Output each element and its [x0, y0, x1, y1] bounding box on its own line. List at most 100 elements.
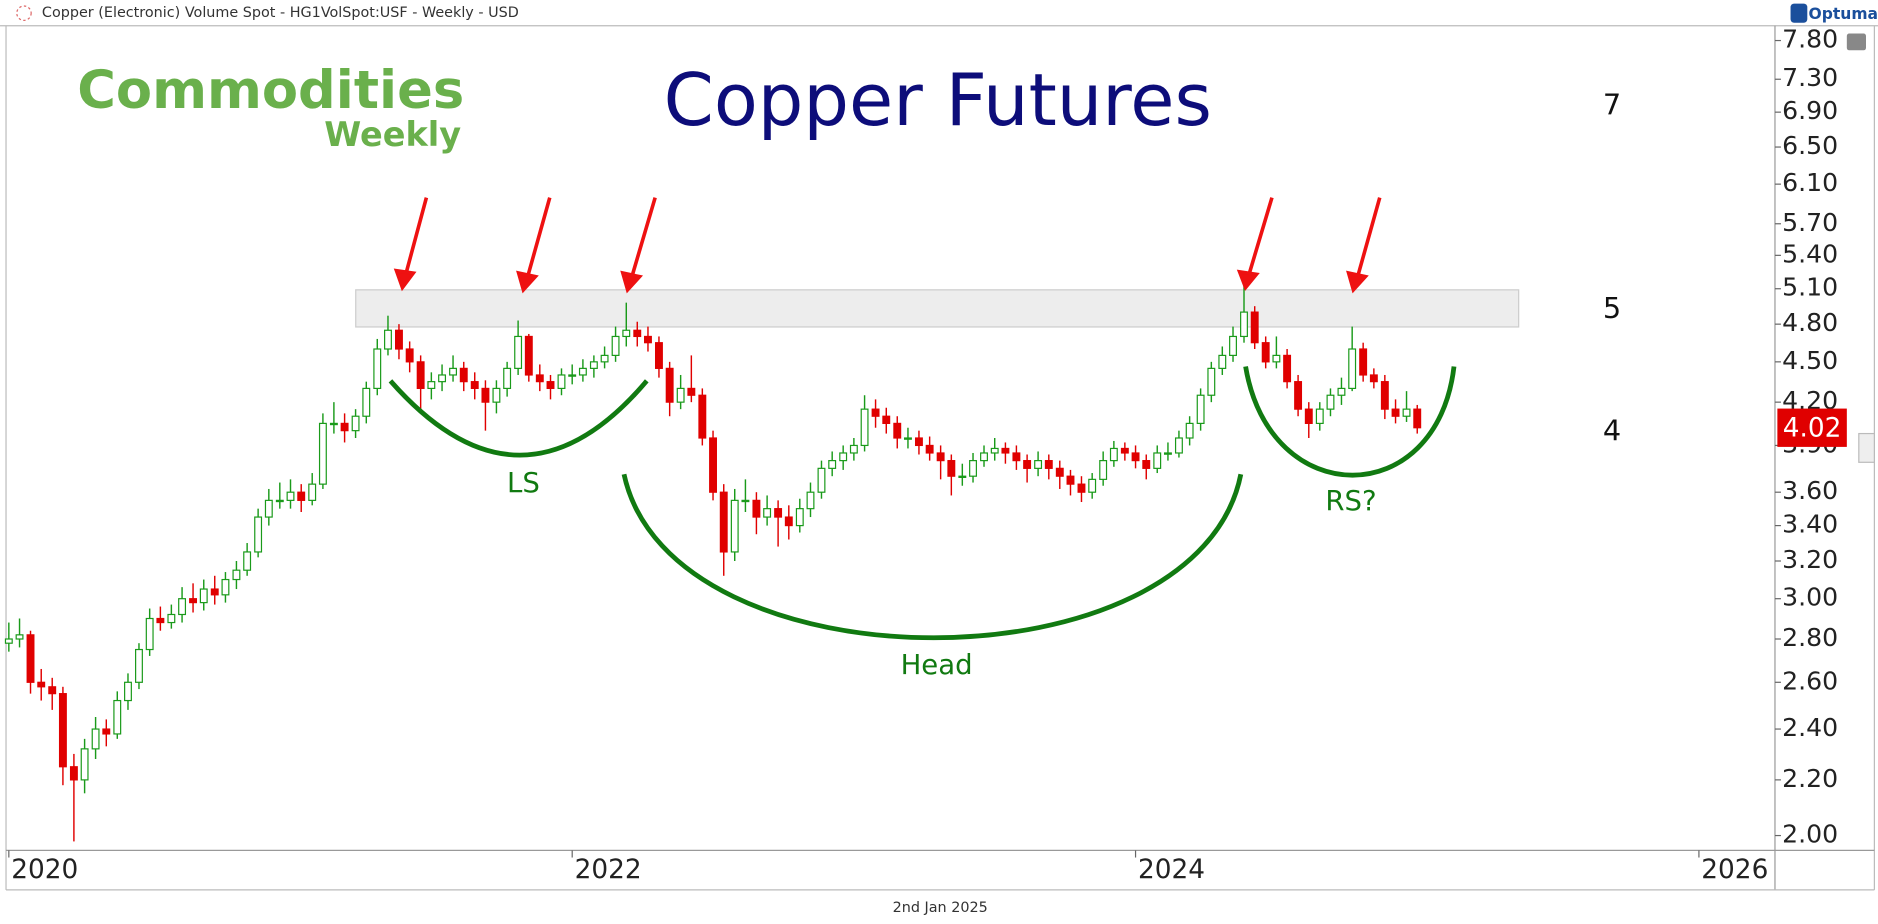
candle-body	[904, 437, 912, 440]
candle-body	[557, 374, 566, 390]
candle-body	[1304, 408, 1313, 424]
y-tick-label: 7.30	[1782, 63, 1838, 92]
candle-body	[199, 588, 208, 604]
candle-body	[719, 491, 728, 553]
logo-line2: Weekly	[324, 115, 461, 154]
candle-body	[1413, 408, 1422, 429]
candle-body	[221, 578, 230, 596]
candle-body	[189, 598, 198, 604]
candle-body	[4, 638, 13, 644]
candles	[4, 283, 1422, 842]
candle-body	[980, 452, 988, 462]
head-arc	[621, 473, 1244, 641]
arrow-head	[1236, 269, 1260, 291]
y-tick-label: 3.00	[1782, 583, 1838, 612]
candle-body	[1044, 460, 1053, 469]
x-tick-label: 2026	[1701, 855, 1768, 885]
candle-body	[893, 422, 902, 439]
candle-body	[925, 444, 934, 454]
candle-body	[644, 335, 652, 344]
candle-body	[145, 617, 154, 651]
candle-body	[1023, 460, 1032, 469]
brand-icon	[1790, 3, 1808, 23]
candle-body	[58, 693, 67, 768]
chart-title: Copper Futures	[664, 58, 1212, 142]
candle-body	[589, 361, 598, 369]
candle-body	[578, 367, 587, 376]
candle-body	[730, 499, 739, 553]
candle-body	[232, 569, 241, 581]
candle-body	[156, 617, 165, 624]
candle-body	[1380, 381, 1389, 410]
header: Copper (Electronic) Volume Spot - HG1Vol…	[42, 5, 519, 21]
symbol-icon	[16, 5, 32, 21]
candle-body	[654, 342, 663, 369]
candle-body	[1402, 408, 1411, 417]
candle-body	[264, 499, 273, 518]
annotation: RS?	[1325, 485, 1376, 517]
annotation: LS	[507, 467, 540, 499]
candle-body	[210, 588, 219, 596]
candle-body	[351, 415, 360, 432]
candle-body	[1326, 394, 1335, 410]
candle-body	[633, 329, 642, 338]
candle-body	[806, 491, 815, 510]
collapse-button[interactable]	[1858, 432, 1875, 463]
candle-body	[622, 329, 631, 338]
arrow-head	[516, 270, 539, 294]
candle-body	[80, 748, 89, 781]
y-tick-label: 4.50	[1782, 346, 1838, 375]
candle-body	[914, 437, 923, 447]
candle-body	[167, 613, 176, 624]
candle-body	[286, 491, 295, 501]
candle-body	[102, 728, 111, 735]
y-tick-label: 6.90	[1782, 96, 1838, 125]
y-tick-label: 3.20	[1782, 545, 1838, 574]
candle-body	[1131, 452, 1140, 462]
y-tick-label: 3.40	[1782, 510, 1838, 539]
candle-body	[1001, 447, 1010, 454]
axes: 2.002.202.402.602.803.003.203.403.603.90…	[8, 25, 1847, 885]
y-tick-label: 3.60	[1782, 476, 1838, 505]
candle-body	[514, 335, 523, 369]
y-tick-label: 5.70	[1782, 208, 1838, 237]
y-tick-label: 2.80	[1782, 623, 1838, 652]
candle-body	[741, 499, 750, 503]
arrow-head	[1346, 270, 1369, 294]
candle-body	[254, 516, 263, 553]
candle-body	[795, 508, 804, 527]
candle-body	[15, 634, 24, 640]
candle-body	[427, 381, 436, 390]
candle-body	[828, 460, 837, 469]
candle-body	[318, 422, 327, 485]
left-shoulder-arc	[388, 379, 649, 458]
candle-body	[1229, 335, 1237, 356]
y-tick-label: 6.10	[1782, 168, 1838, 197]
candle-body	[1185, 422, 1194, 439]
candle-body	[492, 387, 501, 403]
candle-body	[849, 444, 858, 454]
arrow-head	[620, 270, 644, 294]
candle-body	[384, 329, 392, 350]
y-tick-label: 5.40	[1782, 239, 1838, 268]
candle-body	[449, 367, 458, 376]
candle-body	[91, 728, 100, 750]
candle-body	[362, 387, 371, 417]
candle-body	[709, 437, 717, 493]
candle-body	[1196, 394, 1205, 424]
candle-body	[1174, 437, 1183, 454]
candle-body	[665, 367, 674, 403]
candle-body	[1359, 348, 1368, 376]
candle-body	[124, 681, 132, 702]
arrow	[1355, 197, 1382, 280]
candle-body	[1283, 354, 1292, 383]
candle-body	[113, 699, 122, 735]
arrow	[525, 197, 552, 280]
candle-body	[763, 508, 772, 518]
candle-body	[1088, 478, 1097, 493]
candle-body	[1240, 311, 1248, 338]
candle-body	[135, 648, 143, 683]
candle-body	[535, 374, 544, 383]
